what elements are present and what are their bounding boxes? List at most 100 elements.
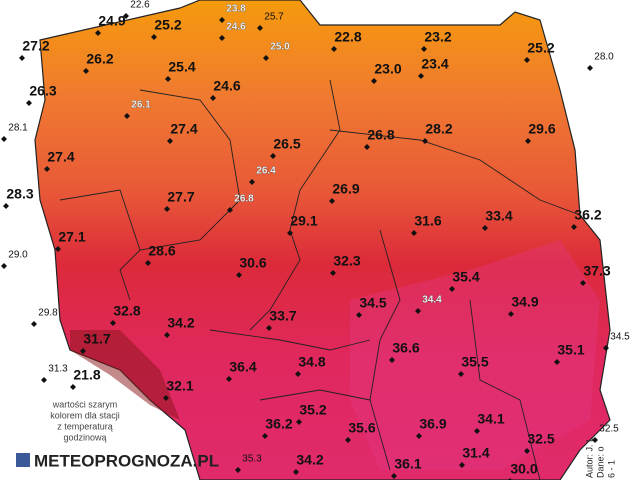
station-temp: 36.2 [265,416,292,432]
station-marker [163,395,169,401]
station-temp: 31.4 [462,445,489,461]
station-temp: 32.5 [527,431,554,447]
station-temp: 27.2 [22,38,49,54]
station-temp: 35.6 [348,420,375,436]
station-marker [31,321,37,327]
station-marker [219,17,225,23]
station-marker [41,377,47,383]
station-temp: 25.2 [527,40,554,56]
station-temp: 37.3 [583,263,610,279]
station-temp: 32.3 [333,253,360,269]
logo[interactable]: METEOPROGNOZA.PL [34,451,219,470]
note-line: godzinową [63,432,106,442]
station-marker [287,230,293,236]
station-marker [151,34,157,40]
station-marker [525,138,531,144]
credits: Autor: J. L Dane: o 6 - 1 [584,437,616,478]
station-temp: 30.0 [510,461,537,477]
station-temp: 32.8 [113,303,140,319]
station-temp: 36.6 [392,340,419,356]
station-temp: 31.7 [83,331,110,347]
credit-line: Dane: o [595,446,605,478]
station-marker [329,198,335,204]
station-temp: 27.7 [167,189,194,205]
station-marker [167,138,173,144]
dark-region [70,330,180,420]
station-temp: 35.4 [452,269,479,285]
station-temp: 33.4 [485,208,512,224]
station-marker [508,311,514,317]
station-marker [270,153,276,159]
borders [59,79,581,480]
station-marker [95,30,101,36]
station-temp: 36.1 [394,456,421,472]
station-temp: 26.8 [367,127,394,143]
station-temp: 34.5 [359,295,386,311]
station-temp: 34.1 [477,411,504,427]
station-temp: 34.9 [511,294,538,310]
legend-note: wartości szarym kolorem dla stacji z tem… [50,399,120,442]
station-temp: 29.1 [290,213,317,229]
station-marker [449,286,455,292]
station-temp: 35.5 [461,354,488,370]
station-marker [411,230,417,236]
station-marker [145,260,151,266]
station-temp: 25.7 [264,12,284,23]
station-temp: 28.2 [425,121,452,137]
station-temp: 21.8 [73,367,100,383]
note-line: z temperaturą [57,421,113,431]
station-marker [236,272,242,278]
station-temp: 35.3 [242,454,262,465]
station-marker [227,207,233,213]
station-temp: 30.6 [239,255,266,271]
station-marker [266,325,272,331]
station-marker [26,100,32,106]
station-marker [235,467,241,473]
station-marker [44,166,50,172]
station-temp: 26.4 [256,166,276,177]
station-temp: 36.4 [229,359,256,375]
station-marker [331,46,337,52]
station-marker [262,433,268,439]
station-marker [554,359,560,365]
station-temp: 29.6 [528,121,555,137]
station-marker [19,55,25,61]
station-marker [295,371,301,377]
station-temp: 29.8 [38,308,58,319]
station-marker [3,203,9,209]
station-marker [389,357,395,363]
station-temp: 28.6 [148,243,175,259]
station-temp: 22.8 [334,29,361,45]
station-temp: 32.5 [599,424,619,435]
station-temp: 31.6 [414,213,441,229]
station-marker [418,73,424,79]
station-marker [123,13,129,19]
facebook-icon[interactable] [16,453,30,467]
station-marker [110,320,116,326]
station-temp: 24.9 [98,13,125,29]
station-marker [524,448,530,454]
station-marker [391,473,397,479]
station-temp: 23.0 [374,61,401,77]
station-marker [458,371,464,377]
station-marker [1,136,7,142]
station-marker [164,206,170,212]
station-marker [1,263,7,269]
station-marker [422,138,428,144]
station-temp: 24.6 [213,78,240,94]
station-marker [210,95,216,101]
station-temp: 26.5 [273,136,300,152]
station-marker [296,419,302,425]
station-marker [330,270,336,276]
station-marker [356,312,362,318]
station-temp: 35.1 [557,342,584,358]
station-marker [415,308,421,314]
station-marker [55,246,61,252]
station-marker [70,384,76,390]
station-temp: 34.5 [610,332,630,343]
credit-line: Autor: J. L [584,437,594,478]
station-marker [165,76,171,82]
station-temp: 25.0 [270,42,290,53]
